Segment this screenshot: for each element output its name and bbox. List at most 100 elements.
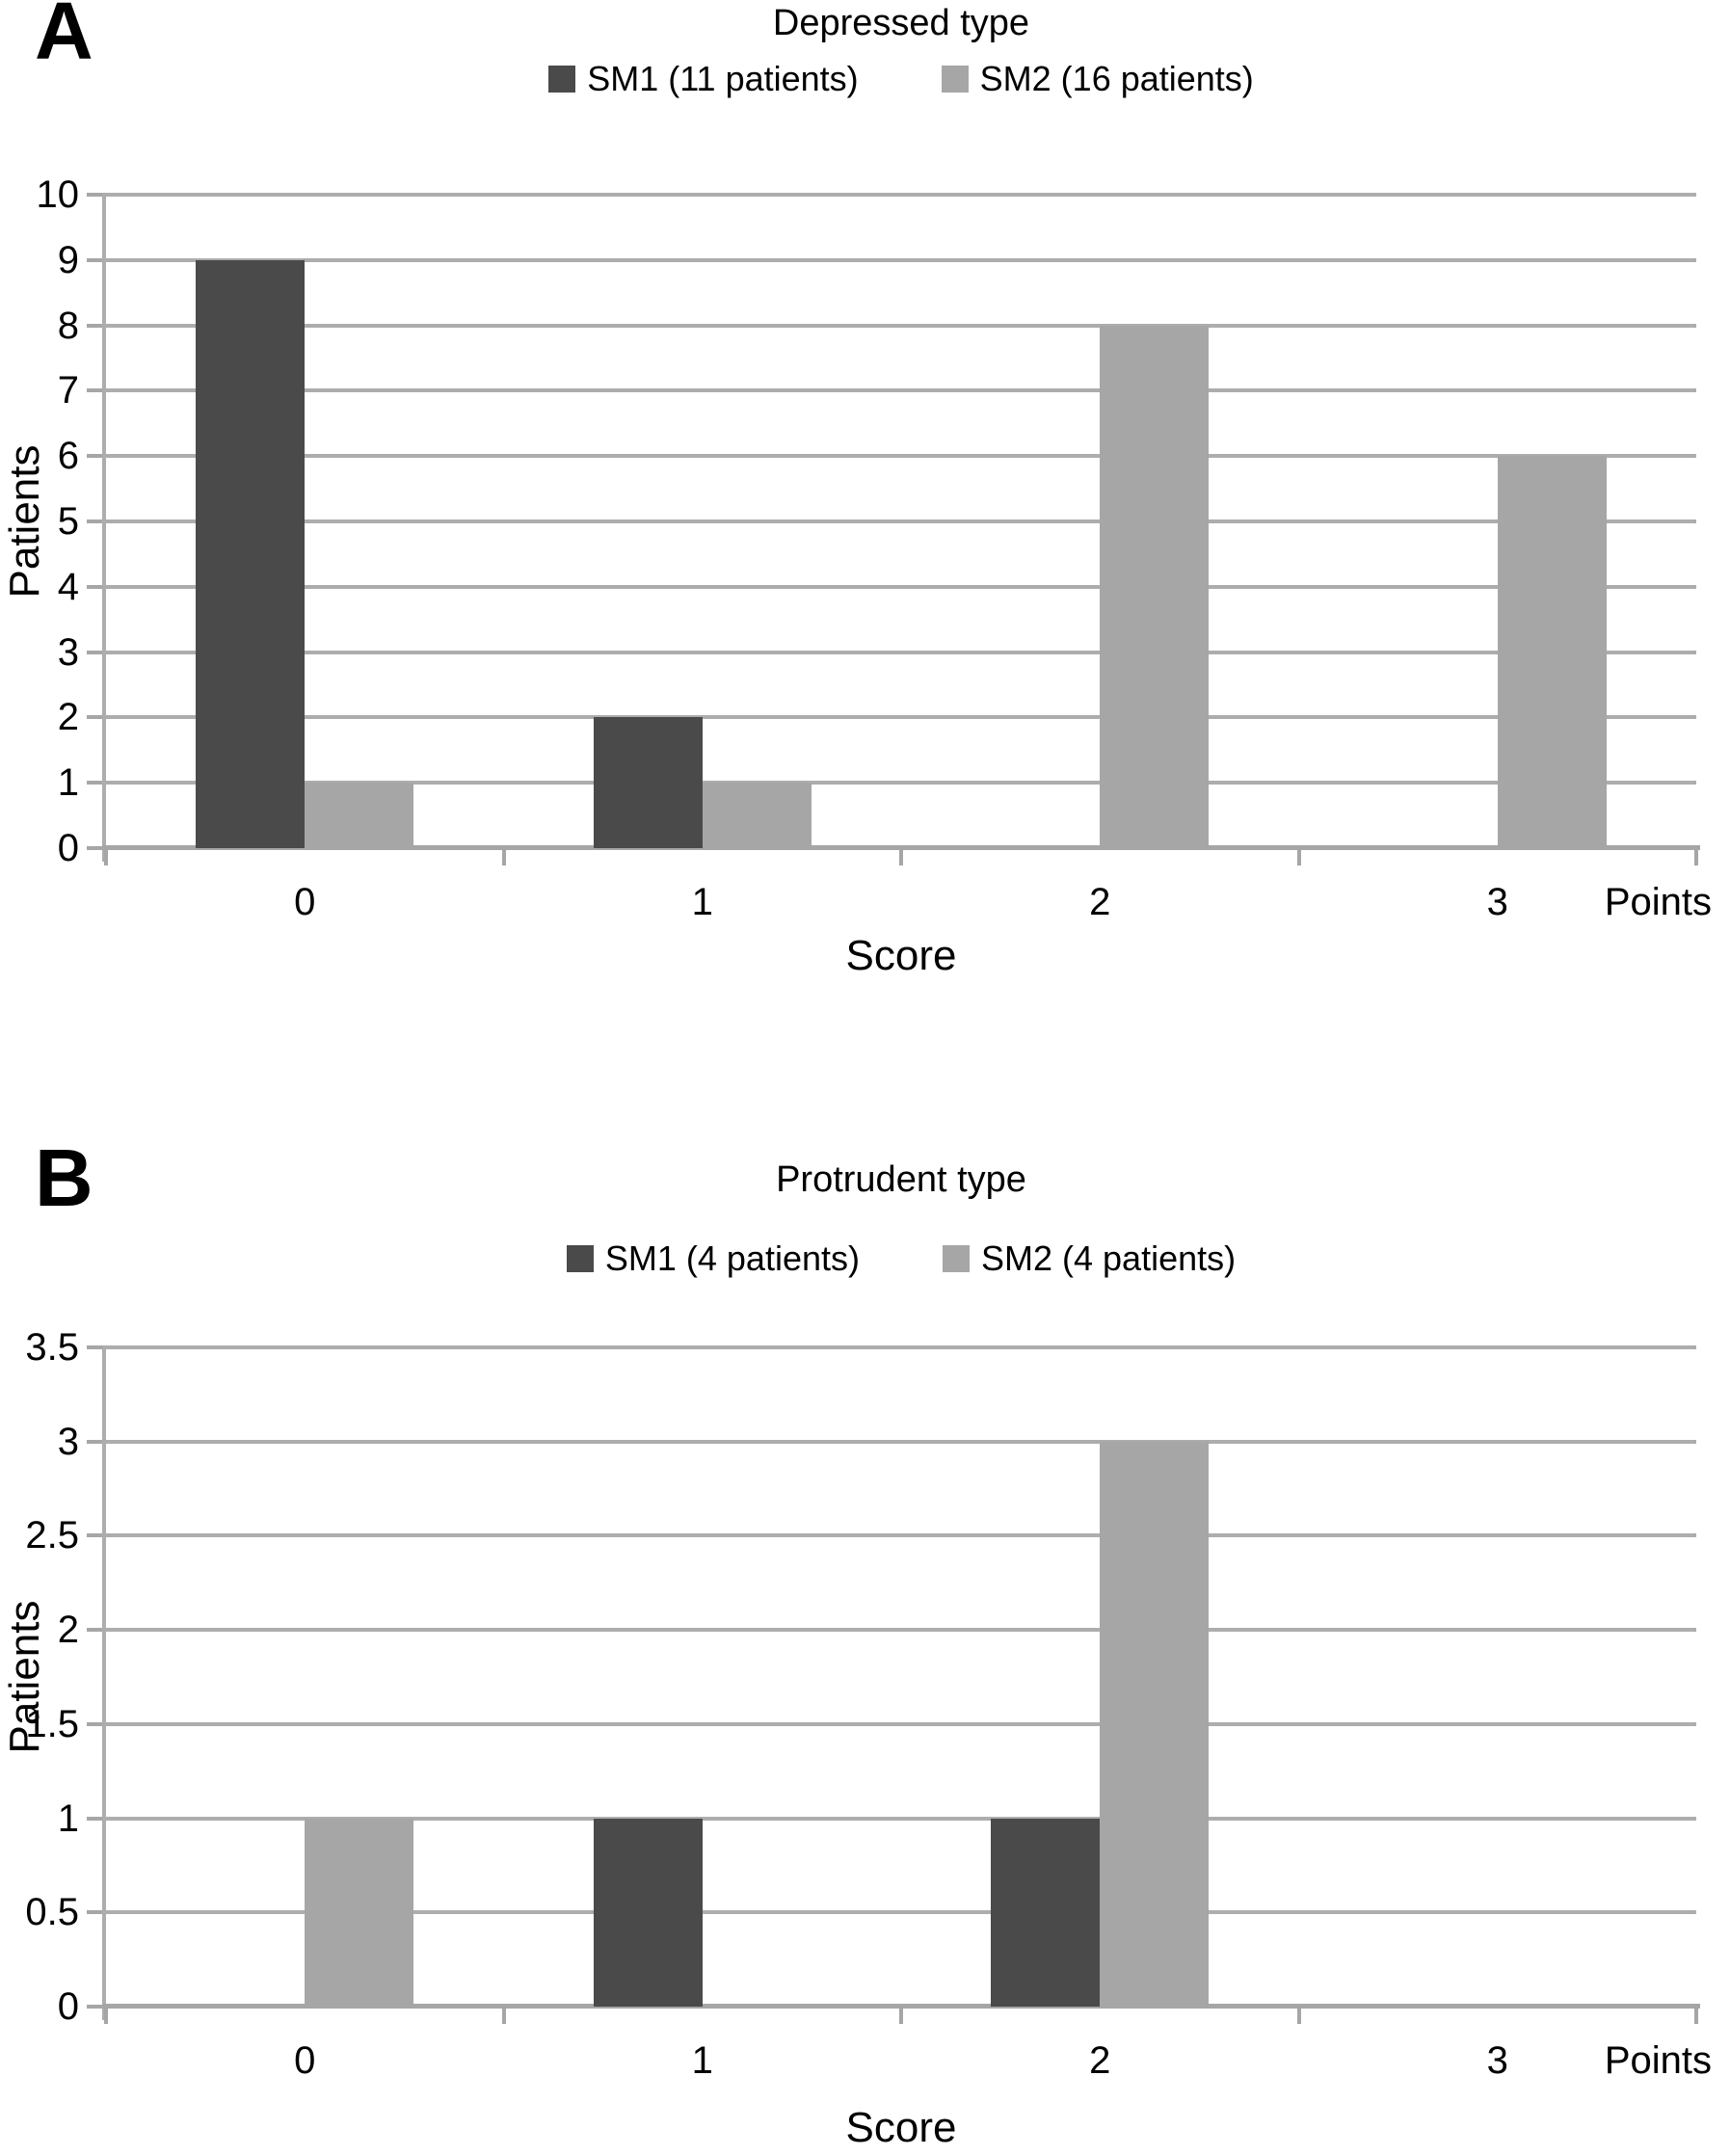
bar-sm1-score-2: [991, 1818, 1101, 2007]
x-tick: [501, 2009, 506, 2024]
x-tick-label: 2: [1089, 881, 1111, 923]
legend-b: SM1 (4 patients) SM2 (4 patients): [106, 1239, 1696, 1278]
gridline: [106, 1816, 1696, 1821]
x-axis-title-a: Score: [845, 932, 957, 979]
gridline: [106, 1533, 1696, 1538]
bar-sm2-score-0: [305, 783, 414, 848]
y-tick: [87, 1439, 102, 1444]
y-tick-label: 1.5: [25, 1702, 79, 1745]
y-tick: [87, 715, 102, 720]
y-tick-label: 2: [57, 696, 79, 739]
x-tick: [1694, 2009, 1698, 2024]
x-tick-label: 0: [294, 2039, 316, 2082]
x-axis-line: [102, 845, 1700, 850]
x-tick-label: 3: [1486, 2039, 1508, 2082]
bar-sm1-score-0: [196, 259, 306, 848]
chart-panel-a: A Depressed type SM1 (11 patients) SM2 (…: [1, 0, 1712, 977]
gridline: [106, 257, 1696, 262]
bar-sm2-score-0: [305, 1818, 414, 2007]
legend-item-sm2: SM2 (4 patients): [943, 1239, 1236, 1278]
x-tick: [899, 850, 903, 865]
y-tick-label: 0.5: [25, 1891, 79, 1934]
bar-sm2-score-2: [1100, 325, 1210, 848]
legend-item-sm1: SM1 (11 patients): [548, 59, 859, 98]
x-tick-label: 1: [691, 2039, 713, 2082]
gridline: [106, 519, 1696, 523]
gridline: [106, 650, 1696, 654]
legend-label-sm2: SM2 (4 patients): [981, 1238, 1237, 1278]
y-tick-label: 8: [57, 304, 79, 347]
gridline: [106, 1910, 1696, 1915]
y-tick: [87, 781, 102, 785]
y-tick: [87, 454, 102, 459]
legend-item-sm2: SM2 (16 patients): [941, 59, 1254, 98]
y-tick-label: 2: [57, 1609, 79, 1652]
gridline: [106, 1721, 1696, 1726]
y-axis-line: [102, 1345, 106, 2020]
plot-area-a: Patients Points 0 1 2 3 Score 0 1 2 3 4 5 6 7 8 9 10: [1, 175, 1712, 977]
y-tick: [87, 388, 102, 393]
chart-panel-b: B Protrudent type SM1 (4 patients) SM2 (…: [0, 1133, 1730, 2156]
gridline: [106, 323, 1696, 328]
y-tick-label: 2.5: [25, 1514, 79, 1557]
y-tick: [87, 846, 102, 850]
bar-sm2-score-2: [1100, 1441, 1210, 2007]
x-tick-label: 3: [1486, 881, 1508, 923]
x-tick-label: 1: [691, 881, 713, 923]
x-tick-label: 0: [294, 881, 316, 923]
bar-sm1-score-1: [593, 717, 703, 848]
gridline: [106, 1345, 1696, 1349]
x-axis-line: [102, 2004, 1700, 2009]
gridline: [106, 781, 1696, 785]
y-axis-title-a: Patients: [1, 444, 48, 599]
panel-label-a: A: [35, 0, 93, 76]
legend-swatch-sm2: [943, 1244, 970, 1272]
chart-title-b: Protrudent type: [776, 1159, 1026, 1200]
y-tick-label: 10: [36, 173, 80, 216]
y-tick: [87, 2005, 102, 2009]
y-axis-line: [102, 193, 106, 862]
y-tick: [87, 519, 102, 523]
y-tick: [87, 1721, 102, 1726]
x-tick: [1296, 850, 1301, 865]
y-tick-label: 0: [57, 1985, 79, 2028]
y-tick-label: 3: [57, 1420, 79, 1463]
y-tick: [87, 193, 102, 197]
y-tick: [87, 257, 102, 262]
y-tick: [87, 1816, 102, 1821]
y-tick-label: 0: [57, 827, 79, 869]
x-axis-end-label: Points: [1604, 2039, 1712, 2082]
y-tick-label: 5: [57, 500, 79, 543]
gridline: [106, 715, 1696, 720]
y-tick: [87, 1345, 102, 1349]
x-tick: [104, 850, 108, 865]
y-tick: [87, 650, 102, 654]
chart-title-a: Depressed type: [772, 3, 1030, 43]
y-tick-label: 7: [57, 369, 79, 413]
y-tick-label: 1: [57, 761, 79, 805]
y-tick: [87, 1910, 102, 1915]
gridline: [106, 1439, 1696, 1444]
gridline: [106, 1628, 1696, 1633]
y-tick-label: 4: [57, 565, 79, 608]
bar-sm1-score-1: [593, 1818, 703, 2007]
y-tick-label: 3: [57, 630, 79, 674]
y-tick-label: 1: [57, 1797, 79, 1840]
x-tick: [1296, 2009, 1301, 2024]
y-tick: [87, 1628, 102, 1633]
y-tick: [87, 1533, 102, 1538]
legend-a: SM1 (11 patients) SM2 (16 patients): [106, 60, 1696, 98]
gridline: [106, 388, 1696, 393]
legend-swatch-sm1: [566, 1244, 594, 1272]
bar-sm2-score-1: [702, 783, 812, 848]
legend-label-sm1: SM1 (11 patients): [587, 59, 859, 98]
y-tick: [87, 323, 102, 328]
panel-label-b: B: [35, 1132, 93, 1223]
y-tick: [87, 584, 102, 589]
gridline: [106, 454, 1696, 459]
legend-item-sm1: SM1 (4 patients): [566, 1239, 860, 1278]
x-tick-label-row: Points 0 1 2 3: [106, 2039, 1712, 2089]
legend-label-sm2: SM2 (16 patients): [979, 59, 1254, 98]
x-tick-label: 2: [1089, 2039, 1111, 2082]
